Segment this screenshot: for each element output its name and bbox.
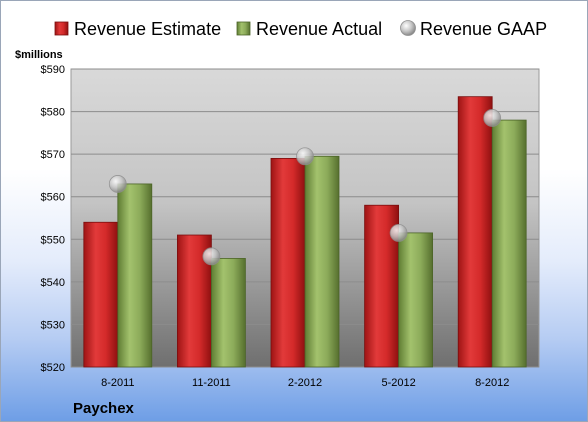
marker-revenue-gaap xyxy=(483,109,502,127)
x-tick-label: 11-2011 xyxy=(192,377,231,389)
legend-swatch-revenue-actual xyxy=(236,21,251,36)
bar-revenue-estimate xyxy=(457,96,493,368)
legend-label: Revenue Estimate xyxy=(74,19,221,39)
company-name: Paychex xyxy=(73,400,135,417)
x-tick-label: 2-2012 xyxy=(288,377,322,389)
bar-revenue-actual xyxy=(210,258,246,368)
y-tick-label: $580 xyxy=(41,107,65,119)
marker-revenue-gaap xyxy=(202,247,221,266)
bar-revenue-actual xyxy=(491,119,527,368)
legend-label: Revenue Actual xyxy=(256,19,382,39)
y-tick-label: $570 xyxy=(41,149,65,161)
bar-revenue-actual xyxy=(398,232,434,368)
x-tick-label: 8-2012 xyxy=(475,377,509,389)
bar-revenue-actual xyxy=(304,155,340,368)
legend-swatch-revenue-gaap xyxy=(400,20,416,36)
y-tick-label: $590 xyxy=(41,64,65,76)
legend-swatch-revenue-estimate xyxy=(54,21,69,36)
marker-revenue-gaap xyxy=(389,223,408,242)
y-tick-label: $520 xyxy=(41,362,65,374)
y-tick-label: $530 xyxy=(41,319,65,331)
y-tick-label: $550 xyxy=(41,234,65,246)
y-tick-label: $540 xyxy=(41,277,65,289)
bar-revenue-actual xyxy=(117,183,153,368)
y-tick-label: $560 xyxy=(41,192,65,204)
bar-revenue-estimate xyxy=(83,221,119,368)
bar-revenue-estimate xyxy=(270,157,306,368)
y-unit-label: $millions xyxy=(15,49,63,61)
x-tick-label: 8-2011 xyxy=(101,377,134,389)
x-tick-label: 5-2012 xyxy=(381,377,415,389)
marker-revenue-gaap xyxy=(296,147,314,166)
legend-label: Revenue GAAP xyxy=(420,19,547,39)
marker-revenue-gaap xyxy=(108,175,127,193)
